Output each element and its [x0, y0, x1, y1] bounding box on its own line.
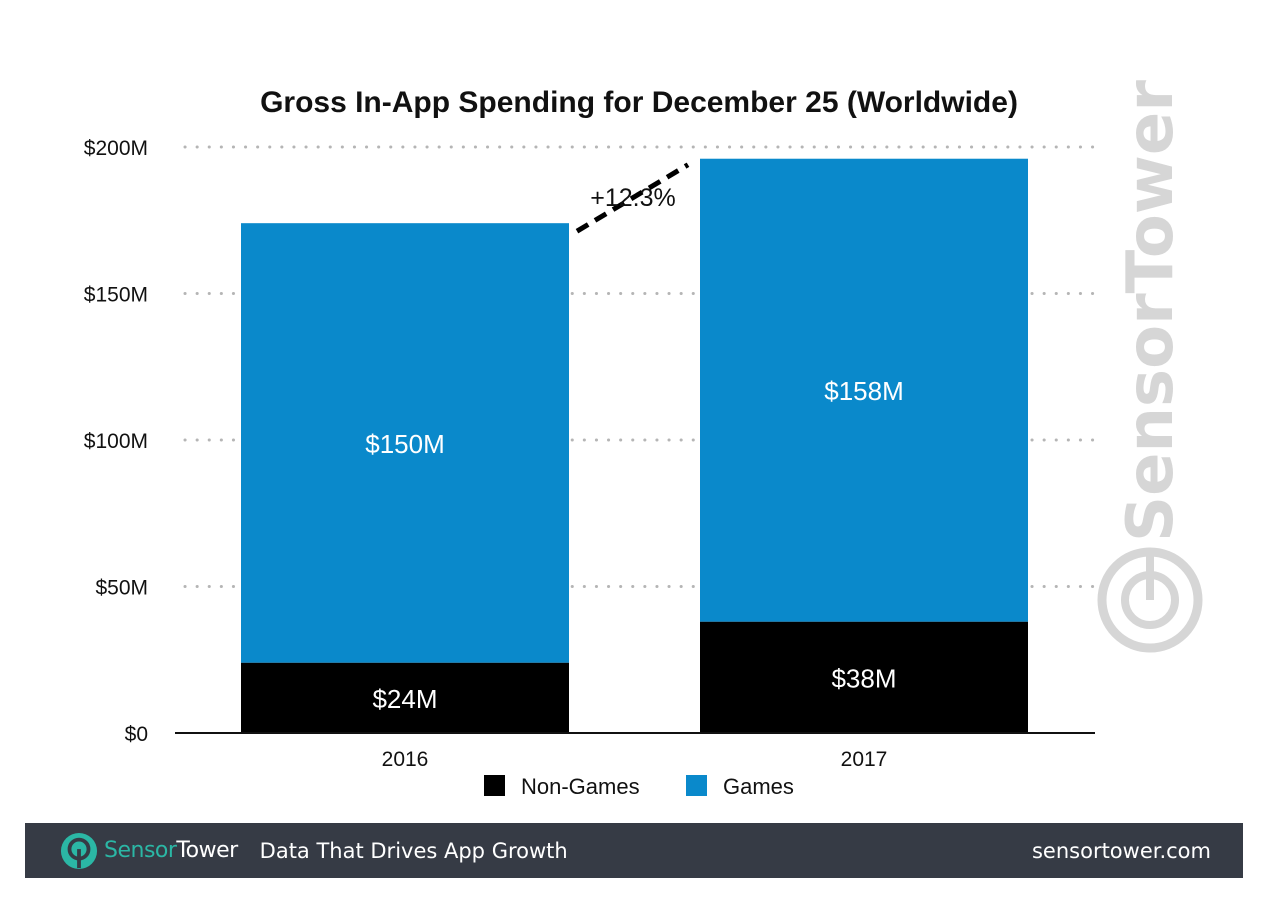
- data-label: $24M: [372, 684, 437, 714]
- bar-non-games-2017: [700, 621, 1028, 733]
- legend-swatch-non-games: [484, 775, 505, 796]
- y-tick-label: $0: [125, 723, 148, 746]
- footer-brand: SensorTower: [104, 838, 238, 863]
- growth-annotation-label: +12.3%: [590, 184, 676, 212]
- bars: $24M $150M $38M $158M: [241, 158, 1028, 733]
- x-tick-label: 2016: [382, 748, 429, 771]
- legend-label: Non-Games: [521, 774, 640, 799]
- y-axis-ticks: $0 $50M $100M $150M $200M: [84, 137, 148, 746]
- y-tick-label: $150M: [84, 284, 148, 307]
- data-label: $158M: [824, 376, 904, 406]
- y-tick-label: $50M: [95, 577, 148, 600]
- footer-brand-tower: Tower: [176, 838, 238, 863]
- footer-bar: SensorTower Data That Drives App Growth …: [25, 823, 1243, 878]
- legend-swatch-games: [686, 775, 707, 796]
- bar-games-2017: [700, 158, 1028, 622]
- x-axis-ticks: 2016 2017: [382, 748, 888, 771]
- watermark: SensorTower: [1097, 80, 1203, 653]
- footer-tagline: Data That Drives App Growth: [259, 838, 568, 863]
- bar-games-2016: [241, 223, 569, 663]
- footer-brand-sensor: Sensor: [104, 838, 177, 863]
- x-tick-label: 2017: [841, 748, 888, 771]
- chart-title: Gross In-App Spending for December 25 (W…: [260, 86, 1018, 119]
- bar-non-games-2016: [241, 662, 569, 733]
- growth-annotation-line: [575, 162, 690, 234]
- data-label: $38M: [831, 663, 896, 693]
- sensortower-logo-icon: [60, 832, 98, 869]
- watermark-text: SensorTower: [1114, 80, 1188, 542]
- y-tick-label: $100M: [84, 430, 148, 453]
- growth-annotation: +12.3%: [575, 162, 690, 234]
- watermark-logo-icon: [1097, 547, 1203, 653]
- y-tick-label: $200M: [84, 137, 148, 160]
- legend-label: Games: [723, 774, 794, 799]
- legend: Non-Games Games: [484, 774, 794, 799]
- footer-site-link[interactable]: sensortower.com: [1031, 838, 1211, 863]
- data-label: $150M: [365, 429, 445, 459]
